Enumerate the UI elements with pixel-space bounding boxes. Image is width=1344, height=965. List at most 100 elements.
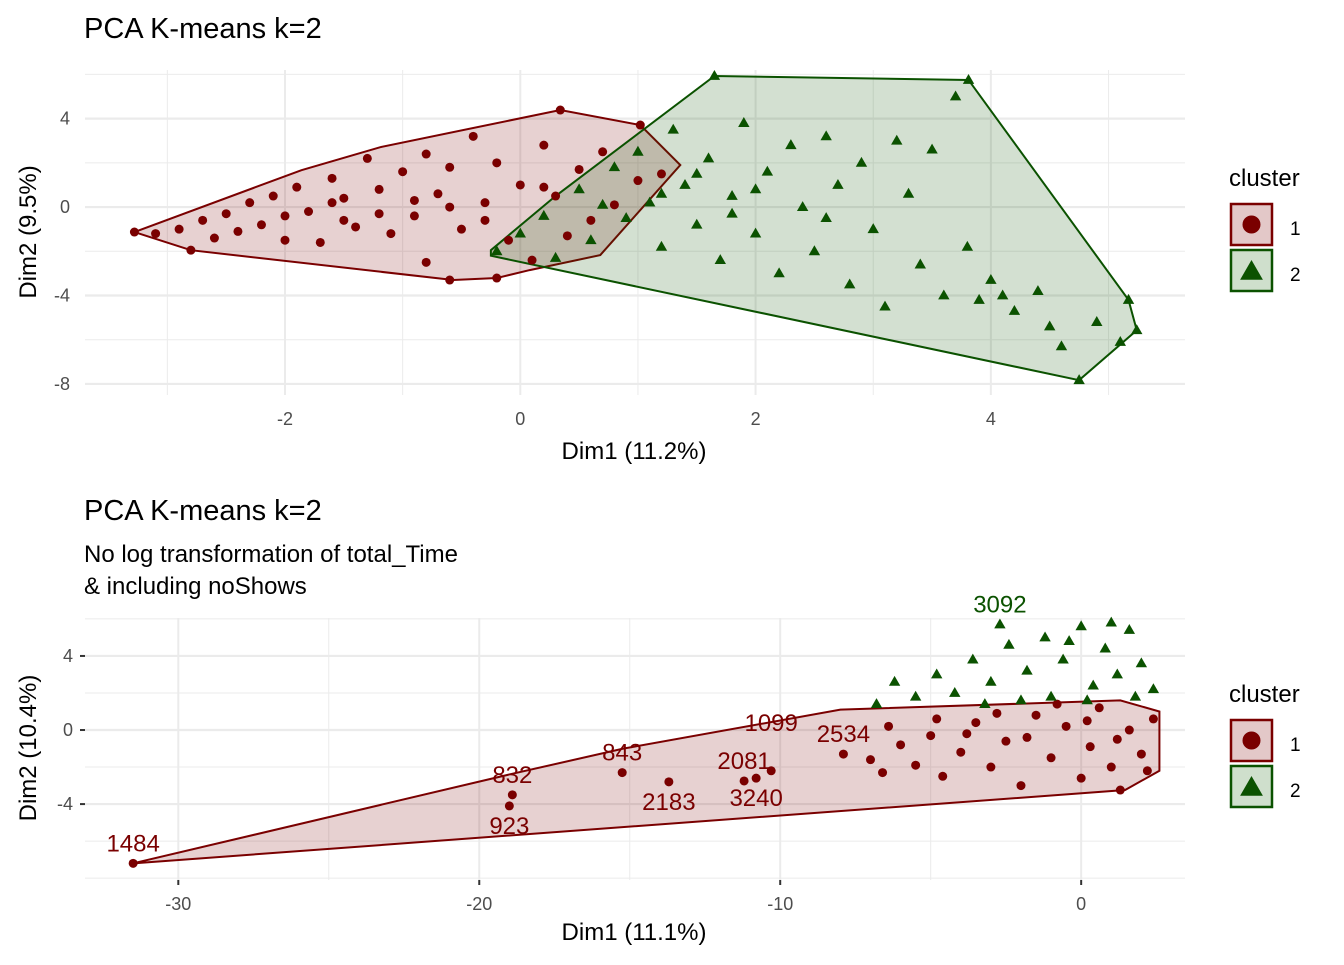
cluster-2-point [608, 161, 621, 172]
cluster-1-point [445, 275, 455, 285]
x-tick-label: -2 [277, 409, 293, 429]
cluster-1-point [492, 158, 502, 168]
cluster-1-point [1076, 773, 1086, 783]
cluster-1-point [374, 184, 384, 194]
cluster-2-point [1135, 657, 1148, 668]
cluster-2-point [691, 218, 703, 229]
cluster-1-point [739, 776, 749, 786]
cluster-2-point [1075, 620, 1087, 631]
cluster-2-point [796, 201, 809, 211]
cluster-1-point [1094, 703, 1104, 713]
cluster-2-point [1131, 324, 1143, 335]
cluster-1-point [186, 245, 196, 255]
cluster-1-point [1148, 714, 1158, 724]
cluster-1-point [992, 708, 1002, 718]
cluster-2-point [867, 223, 879, 234]
cluster-1-point [304, 206, 314, 216]
cluster-2-point [1105, 616, 1117, 627]
triangle-icon [1240, 776, 1263, 796]
point-label: 3092 [973, 591, 1026, 618]
cluster-2-point [726, 207, 738, 218]
chart-1-plot: -2 0 2 4 4 0 -4 -8 [54, 69, 1185, 429]
cluster-2-point [785, 139, 797, 150]
cluster-2-point [820, 212, 832, 223]
cluster-1-point [421, 149, 431, 159]
point-label: 2183 [642, 789, 695, 816]
cluster-1-point [551, 191, 561, 201]
y-tick-label: 0 [60, 197, 70, 217]
cluster-2-point [1129, 690, 1142, 701]
cluster-1-point [598, 147, 608, 157]
cluster-1-point [504, 235, 514, 245]
cluster-1-point [327, 173, 337, 183]
cluster-2-point [596, 198, 609, 209]
cluster-2-point [888, 675, 901, 686]
cluster-1-point [617, 768, 627, 778]
cluster-1-point [480, 215, 490, 225]
point-label: 1484 [106, 830, 159, 857]
cluster-2-point [1147, 683, 1160, 694]
x-tick-label: 4 [986, 409, 996, 429]
cluster-1-point [504, 801, 514, 811]
cluster-1-point [986, 762, 996, 772]
cluster-2-point [691, 167, 703, 178]
cluster-2-point [914, 258, 926, 269]
y-tick-label: -4 [54, 286, 70, 306]
x-tick-label: 0 [515, 409, 525, 429]
cluster-1-point [751, 773, 761, 783]
cluster-1-point [896, 740, 906, 750]
cluster-1-point [884, 721, 894, 731]
cluster-1-point [633, 176, 643, 186]
cluster-2-point [620, 212, 632, 223]
point-label: 1099 [744, 710, 797, 737]
cluster-2-point [820, 130, 832, 141]
cluster-1-point [409, 195, 419, 205]
cluster-1-point [938, 771, 948, 781]
point-label: 3240 [729, 785, 782, 812]
cluster-2-point [962, 73, 975, 84]
cluster-1-point [574, 164, 584, 174]
cluster-2-point [491, 245, 503, 256]
chart-2-y-axis-label: Dim2 (10.4%) [15, 675, 42, 822]
cluster-2-point [926, 143, 938, 154]
cluster-1-point [507, 790, 517, 800]
cluster-1-point [128, 858, 138, 868]
cluster-2-point [667, 123, 679, 134]
cluster-2-point [973, 293, 985, 304]
cluster-1-point [339, 215, 349, 225]
cluster-1-point [398, 167, 408, 177]
cluster-2-point [1045, 690, 1057, 701]
cluster-1-point [1031, 710, 1041, 720]
cluster-2-point [1122, 293, 1135, 304]
chart-1-legend-label-2: 2 [1290, 265, 1301, 286]
cluster-1-point [280, 235, 290, 245]
cluster-1-point [433, 189, 443, 199]
cluster-1-point [209, 233, 219, 243]
cluster-1-point [1085, 742, 1095, 752]
cluster-1-point [586, 215, 596, 225]
cluster-1-point [151, 229, 161, 239]
cluster-2-point [949, 90, 962, 101]
cluster-1-point [468, 131, 478, 141]
cluster-2-point [902, 187, 915, 198]
cluster-2-point [909, 690, 922, 701]
circle-icon [1242, 215, 1261, 234]
cluster-1-point [233, 226, 243, 236]
chart-1-y-axis-label: Dim2 (9.5%) [15, 165, 42, 298]
cluster-2-point [549, 251, 562, 262]
cluster-1-point [351, 222, 361, 232]
cluster-1-point [1106, 762, 1116, 772]
cluster-2-point [879, 300, 891, 311]
cluster-2-point [808, 245, 821, 256]
cluster-1-point [1046, 753, 1056, 763]
cluster-1-point [539, 140, 549, 150]
cluster-1-point [315, 237, 325, 247]
cluster-1-point [664, 777, 674, 787]
y-tick-label: -4 [57, 794, 73, 814]
cluster-1-point [609, 200, 619, 210]
cluster-2-point [938, 289, 950, 300]
cluster-1-point [221, 209, 231, 219]
chart-2-subtitle-line-1: No log transformation of total_Time [84, 541, 458, 568]
cluster-2-point [726, 190, 738, 200]
